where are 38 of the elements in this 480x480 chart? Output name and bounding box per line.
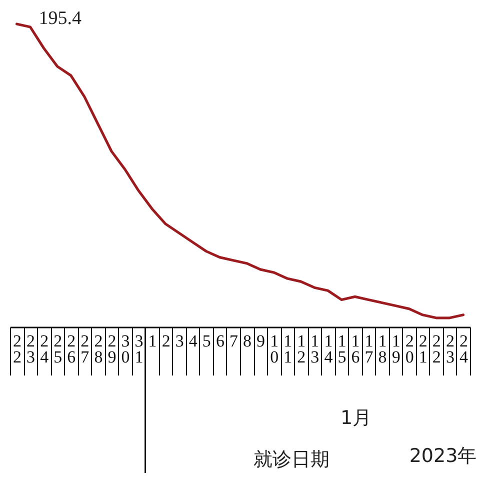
x-tick-label: 5 xyxy=(202,332,211,350)
x-tick-label: 24 xyxy=(40,332,50,366)
x-tick-label: 6 xyxy=(216,332,224,350)
x-tick-label: 17 xyxy=(364,332,374,366)
text: 2023年 xyxy=(409,445,477,467)
x-tick-label: 13 xyxy=(310,332,320,366)
x-tick-label: 11 xyxy=(284,332,292,366)
x-tick-label: 7 xyxy=(229,332,238,350)
x-tick-label: 18 xyxy=(378,332,387,366)
x-tick-label: 10 xyxy=(270,332,279,366)
x-tick-label: 2 xyxy=(162,332,170,350)
x-tick-label: 31 xyxy=(134,332,144,366)
x-tick-label: 4 xyxy=(188,332,198,350)
x-tick-label: 27 xyxy=(80,332,90,366)
x-tick-label: 26 xyxy=(67,332,76,366)
x-tick-label: 8 xyxy=(243,332,252,350)
x-tick-label: 20 xyxy=(405,332,414,366)
x-tick-label: 14 xyxy=(324,332,334,366)
x-tick-label: 1 2 xyxy=(297,332,306,366)
x-axis-title: 就诊日期 xyxy=(254,448,330,470)
x-tick-label: 24 xyxy=(459,332,468,366)
x-tick-label: 15 xyxy=(338,332,346,366)
x-tick-label: 22 xyxy=(13,332,22,366)
annotation: 195.4 xyxy=(38,8,82,29)
x-tick-label: 16 xyxy=(351,332,360,366)
x-tick-label: 30 xyxy=(121,332,130,366)
x-tick-label: 25 xyxy=(54,332,62,366)
text: 1月 xyxy=(340,407,372,429)
x-tick-label: 19 xyxy=(392,332,400,366)
x-tick-label: 9 xyxy=(256,332,266,350)
x-tick-label: 28 xyxy=(94,332,103,366)
x-tick-label: 29 xyxy=(108,332,116,366)
x-tick-label: 1 xyxy=(148,332,157,350)
x-tick-label: 3 xyxy=(175,332,184,350)
x-tick-label: 22 xyxy=(432,332,441,366)
x-tick-label: 21 xyxy=(418,332,428,366)
x-tick-label: 23 xyxy=(446,332,454,366)
x-tick-label: 23 xyxy=(26,332,36,366)
